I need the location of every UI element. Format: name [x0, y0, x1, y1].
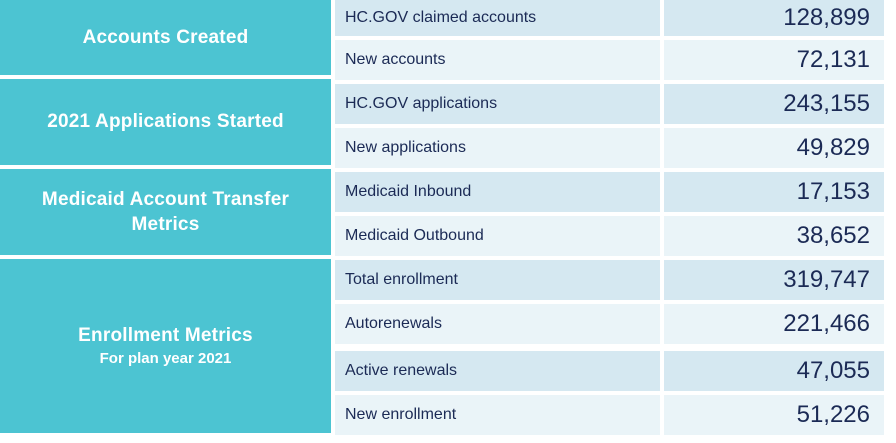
table-row: Medicaid Inbound 17,153	[335, 172, 884, 212]
metric-label-cell: HC.GOV claimed accounts	[335, 0, 660, 36]
metric-value-cell: 49,829	[664, 128, 884, 168]
table-row: New accounts 72,131	[335, 40, 884, 80]
metric-value-cell: 47,055	[664, 351, 884, 391]
section-header-applications-started: 2021 Applications Started	[0, 79, 331, 165]
section-title: Accounts Created	[82, 26, 249, 48]
table-row: Autorenewals 221,466	[335, 304, 884, 344]
metric-label-cell: Medicaid Inbound	[335, 172, 660, 212]
metric-label-cell: New applications	[335, 128, 660, 168]
metric-value-cell: 72,131	[664, 40, 884, 80]
table-row: Total enrollment 319,747	[335, 260, 884, 300]
metric-value-cell: 221,466	[664, 304, 884, 344]
section-header-accounts-created: Accounts Created	[0, 0, 331, 75]
metric-value-cell: 319,747	[664, 260, 884, 300]
metric-value-cell: 243,155	[664, 84, 884, 124]
metric-label-cell: Active renewals	[335, 351, 660, 391]
section-title: Enrollment Metrics	[78, 325, 253, 347]
section-subtitle: For plan year 2021	[99, 350, 232, 368]
table-row: New enrollment 51,226	[335, 395, 884, 435]
table-row: HC.GOV applications 243,155	[335, 84, 884, 124]
metric-label-cell: Total enrollment	[335, 260, 660, 300]
table-row: Medicaid Outbound 38,652	[335, 216, 884, 256]
metric-value-cell: 128,899	[664, 0, 884, 36]
metric-label-cell: New enrollment	[335, 395, 660, 435]
section-column: Accounts Created 2021 Applications Start…	[0, 0, 331, 433]
section-title: Medicaid Account Transfer Metrics	[41, 188, 290, 235]
metric-label-cell: Medicaid Outbound	[335, 216, 660, 256]
metrics-rows: HC.GOV claimed accounts 128,899 New acco…	[335, 0, 884, 435]
table-row: HC.GOV claimed accounts 128,899	[335, 0, 884, 36]
metric-label-cell: HC.GOV applications	[335, 84, 660, 124]
metric-label-cell: New accounts	[335, 40, 660, 80]
table-row: New applications 49,829	[335, 128, 884, 168]
metric-value-cell: 17,153	[664, 172, 884, 212]
table-row: Active renewals 47,055	[335, 351, 884, 391]
section-header-medicaid-transfer: Medicaid Account Transfer Metrics	[0, 169, 331, 255]
metric-value-cell: 51,226	[664, 395, 884, 435]
metric-value-cell: 38,652	[664, 216, 884, 256]
section-title: 2021 Applications Started	[47, 111, 284, 133]
metric-label-cell: Autorenewals	[335, 304, 660, 344]
section-header-enrollment-metrics: Enrollment Metrics For plan year 2021	[0, 259, 331, 433]
